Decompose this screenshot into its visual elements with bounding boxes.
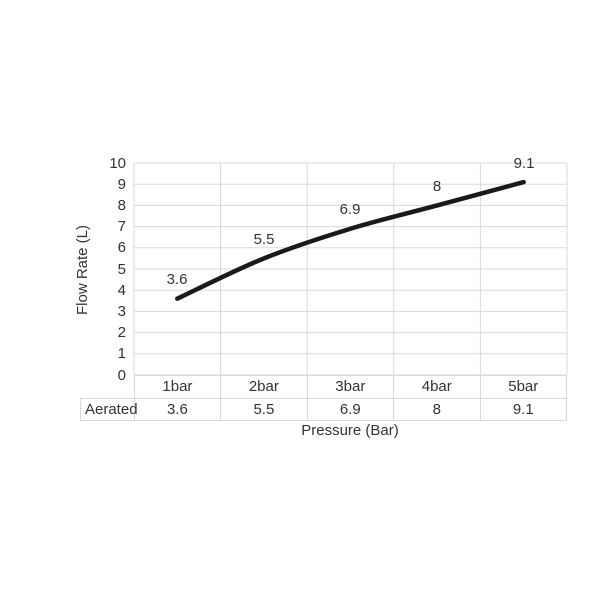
svg-text:2: 2 — [118, 324, 126, 341]
svg-text:9.1: 9.1 — [514, 155, 535, 172]
svg-text:9: 9 — [118, 176, 126, 193]
svg-text:4: 4 — [118, 282, 126, 299]
svg-text:5: 5 — [118, 261, 126, 278]
svg-text:3: 3 — [118, 303, 126, 320]
svg-text:8: 8 — [118, 197, 126, 214]
svg-text:7: 7 — [118, 218, 126, 235]
svg-text:10: 10 — [109, 155, 126, 172]
svg-text:8: 8 — [433, 178, 441, 195]
svg-text:1: 1 — [118, 345, 126, 362]
svg-text:3.6: 3.6 — [167, 271, 188, 288]
svg-text:Pressure (Bar): Pressure (Bar) — [301, 422, 399, 439]
svg-text:6.9: 6.9 — [340, 201, 361, 218]
svg-text:5.5: 5.5 — [254, 231, 275, 248]
svg-text:6: 6 — [118, 239, 126, 256]
